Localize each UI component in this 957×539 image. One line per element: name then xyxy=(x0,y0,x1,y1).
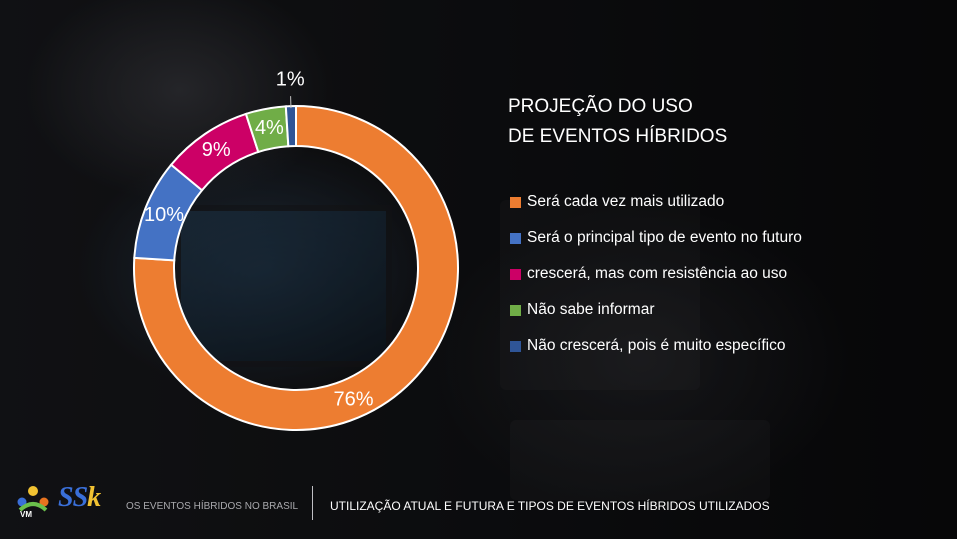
legend-item: crescerá, mas com resistência ao uso xyxy=(510,256,802,292)
background-camera-screen xyxy=(175,205,392,367)
footer-section-title: OS EVENTOS HÍBRIDOS NO BRASIL xyxy=(126,501,299,512)
legend-swatch xyxy=(510,340,521,352)
vm-logo-icon xyxy=(17,486,49,512)
chart-title-line-1: PROJEÇÃO DO USO xyxy=(508,96,693,117)
legend-item: Será cada vez mais utilizado xyxy=(510,184,802,220)
legend-item: Não sabe informar xyxy=(510,292,802,328)
donut-slice xyxy=(133,104,459,431)
chart-legend: Será cada vez mais utilizado Será o prin… xyxy=(510,184,802,364)
vm-logo-text: VM xyxy=(20,510,32,519)
legend-item: Será o principal tipo de evento no futur… xyxy=(510,220,802,256)
footer-subtitle: UTILIZAÇÃO ATUAL E FUTURA E TIPOS DE EVE… xyxy=(330,499,770,513)
legend-label: Não crescerá, pois é muito específico xyxy=(527,337,786,354)
data-label: 76% xyxy=(333,388,373,410)
legend-label: crescerá, mas com resistência ao uso xyxy=(527,265,788,282)
legend-label: Não sabe informar xyxy=(527,301,655,318)
data-label: 10% xyxy=(144,204,184,226)
ssk-logo: SSk xyxy=(58,482,101,513)
legend-swatch xyxy=(510,232,521,244)
legend-swatch xyxy=(510,268,521,280)
chart-title-line-2: DE EVENTOS HÍBRIDOS xyxy=(508,126,728,147)
data-label: 9% xyxy=(202,139,231,161)
legend-label: Será o principal tipo de evento no futur… xyxy=(527,229,802,246)
chart-title: PROJEÇÃO DO USO DE EVENTOS HÍBRIDOS xyxy=(508,92,808,152)
footer-divider xyxy=(312,486,313,520)
slide-footer: VM SSk OS EVENTOS HÍBRIDOS NO BRASIL UTI… xyxy=(0,470,957,539)
legend-label: Será cada vez mais utilizado xyxy=(527,193,725,210)
legend-item: Não crescerá, pois é muito específico xyxy=(510,328,802,364)
legend-swatch xyxy=(510,304,521,316)
data-label: 1% xyxy=(276,68,305,90)
legend-swatch xyxy=(510,196,521,208)
donut-slice xyxy=(284,104,297,148)
data-label: 4% xyxy=(255,117,284,139)
